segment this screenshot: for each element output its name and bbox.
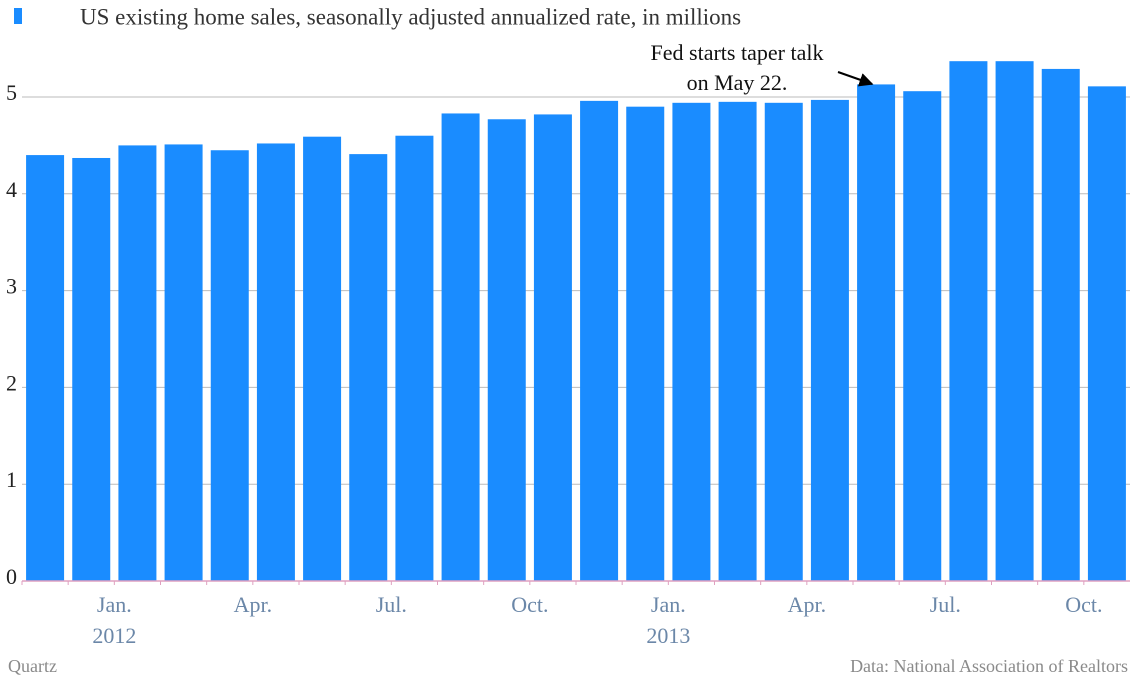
credit: Quartz (8, 656, 57, 676)
bar (1041, 68, 1080, 582)
bar (441, 113, 480, 582)
y-tick-label: 2 (6, 370, 17, 395)
y-tick-label: 4 (6, 177, 17, 202)
bar (626, 106, 665, 582)
annotation: Fed starts taper talk (651, 40, 824, 65)
bar (718, 101, 757, 581)
x-year-label: 2013 (646, 623, 690, 648)
legend-swatch (14, 8, 22, 24)
y-tick-label: 5 (6, 80, 17, 105)
x-year-label: 2012 (92, 623, 136, 648)
bar (903, 91, 942, 581)
x-tick-label: Jan. (97, 592, 132, 617)
x-tick-label: Jul. (930, 592, 961, 617)
bar (810, 99, 849, 582)
x-tick-label: Oct. (511, 592, 548, 617)
bar (395, 135, 434, 581)
bar (1087, 86, 1126, 582)
bar (857, 84, 896, 581)
bar (533, 114, 572, 581)
x-tick-label: Apr. (788, 592, 827, 617)
bar (256, 143, 295, 582)
bar (580, 100, 619, 581)
bar (164, 144, 203, 581)
y-tick-label: 1 (6, 467, 17, 492)
bar (26, 155, 65, 581)
bar (672, 102, 711, 582)
source: Data: National Association of Realtors (850, 656, 1128, 676)
bar (72, 157, 111, 581)
annotation-arrow (837, 71, 874, 87)
y-tick-label: 3 (6, 274, 17, 299)
bar (995, 61, 1034, 581)
bar (210, 150, 249, 582)
bar (303, 136, 342, 582)
x-tick-label: Jul. (376, 592, 407, 617)
bar (949, 61, 988, 581)
y-tick-label: 0 (6, 564, 17, 589)
x-tick-label: Apr. (234, 592, 273, 617)
legend-label: US existing home sales, seasonally adjus… (80, 4, 741, 29)
annotation: on May 22. (687, 70, 788, 95)
bar (764, 102, 803, 582)
bar (349, 154, 388, 581)
bar (118, 145, 157, 581)
x-tick-label: Jan. (651, 592, 686, 617)
bar (487, 119, 526, 581)
x-tick-label: Oct. (1065, 592, 1102, 617)
